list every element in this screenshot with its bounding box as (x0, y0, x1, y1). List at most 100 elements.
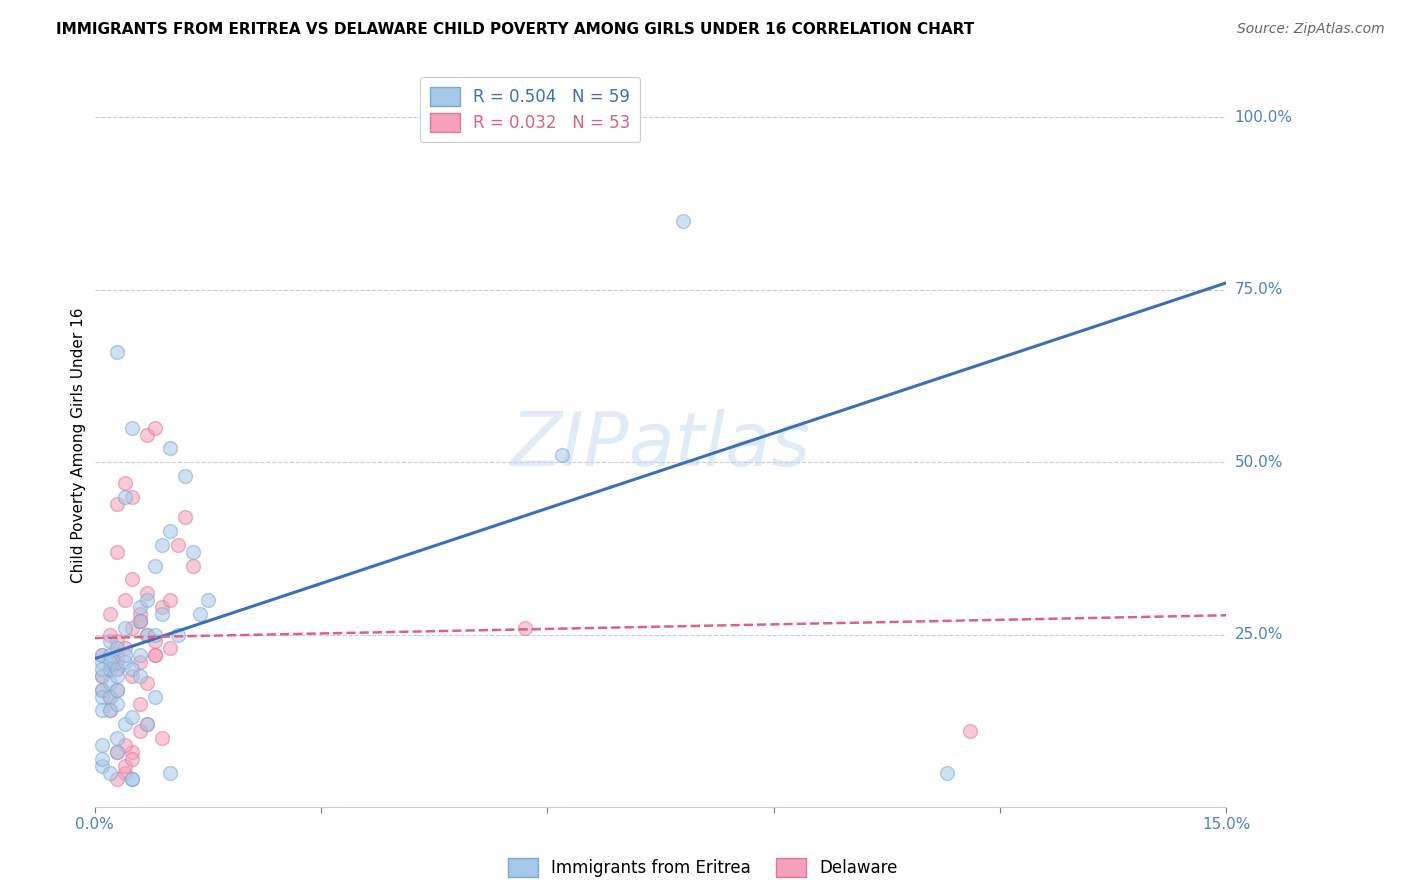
Point (114, 621, 136, 635)
Point (91, 703, 114, 717)
Text: 75.0%: 75.0% (1234, 282, 1282, 297)
Point (121, 745, 143, 759)
Point (105, 745, 128, 759)
Point (159, 442, 181, 456)
Point (98, 655, 121, 669)
Point (105, 697, 128, 711)
Point (98, 765, 121, 780)
Point (181, 545, 204, 559)
Point (143, 648, 166, 663)
Point (166, 538, 188, 552)
Point (121, 420, 143, 434)
Point (174, 510, 197, 524)
Point (91, 669, 114, 683)
Point (121, 772, 143, 787)
Point (551, 448, 574, 462)
Point (128, 697, 150, 711)
Point (128, 614, 150, 628)
Point (672, 214, 695, 228)
Point (114, 738, 136, 752)
Point (105, 344, 128, 359)
Point (98, 662, 121, 676)
Point (98, 648, 121, 663)
Point (91, 648, 114, 663)
Point (143, 627, 166, 641)
Point (121, 710, 143, 724)
Point (136, 676, 159, 690)
Point (136, 593, 159, 607)
Text: IMMIGRANTS FROM ERITREA VS DELAWARE CHILD POVERTY AMONG GIRLS UNDER 16 CORRELATI: IMMIGRANTS FROM ERITREA VS DELAWARE CHIL… (56, 22, 974, 37)
Point (98, 607, 121, 621)
Point (121, 662, 143, 676)
Point (105, 745, 128, 759)
Point (152, 599, 174, 614)
Point (128, 724, 150, 739)
Point (121, 772, 143, 787)
Point (128, 599, 150, 614)
Legend: Immigrants from Eritrea, Delaware: Immigrants from Eritrea, Delaware (502, 851, 904, 884)
Point (136, 717, 159, 731)
Legend: R = 0.504   N = 59, R = 0.032   N = 53: R = 0.504 N = 59, R = 0.032 N = 53 (420, 77, 640, 142)
Point (114, 475, 136, 490)
Point (188, 607, 211, 621)
Point (91, 758, 114, 772)
Point (121, 752, 143, 766)
Point (121, 669, 143, 683)
Point (136, 717, 159, 731)
Point (98, 703, 121, 717)
Point (143, 690, 166, 704)
Point (91, 682, 114, 697)
Point (128, 648, 150, 663)
Point (105, 648, 128, 663)
Point (105, 662, 128, 676)
Point (143, 558, 166, 573)
Point (114, 648, 136, 663)
Point (181, 558, 204, 573)
Point (159, 524, 181, 538)
Point (959, 724, 981, 739)
Point (114, 655, 136, 669)
Point (105, 497, 128, 511)
Point (105, 634, 128, 648)
Y-axis label: Child Poverty Among Girls Under 16: Child Poverty Among Girls Under 16 (72, 307, 86, 582)
Point (128, 655, 150, 669)
Point (114, 758, 136, 772)
Point (114, 490, 136, 504)
Point (114, 593, 136, 607)
Text: 25.0%: 25.0% (1234, 627, 1282, 642)
Point (136, 627, 159, 641)
Point (91, 655, 114, 669)
Point (98, 690, 121, 704)
Point (152, 607, 174, 621)
Point (128, 614, 150, 628)
Point (936, 765, 959, 780)
Point (121, 490, 143, 504)
Point (105, 641, 128, 656)
Point (105, 731, 128, 745)
Point (98, 676, 121, 690)
Point (121, 621, 143, 635)
Point (136, 427, 159, 442)
Point (197, 593, 219, 607)
Point (513, 621, 536, 635)
Point (105, 662, 128, 676)
Point (98, 662, 121, 676)
Point (91, 648, 114, 663)
Point (128, 614, 150, 628)
Point (98, 703, 121, 717)
Point (114, 765, 136, 780)
Point (159, 765, 181, 780)
Point (143, 648, 166, 663)
Point (91, 682, 114, 697)
Point (105, 682, 128, 697)
Point (91, 752, 114, 766)
Point (136, 586, 159, 600)
Point (105, 772, 128, 787)
Point (114, 641, 136, 656)
Point (121, 573, 143, 587)
Text: 100.0%: 100.0% (1234, 110, 1292, 125)
Point (98, 627, 121, 641)
Point (143, 420, 166, 434)
Point (91, 662, 114, 676)
Text: Source: ZipAtlas.com: Source: ZipAtlas.com (1237, 22, 1385, 37)
